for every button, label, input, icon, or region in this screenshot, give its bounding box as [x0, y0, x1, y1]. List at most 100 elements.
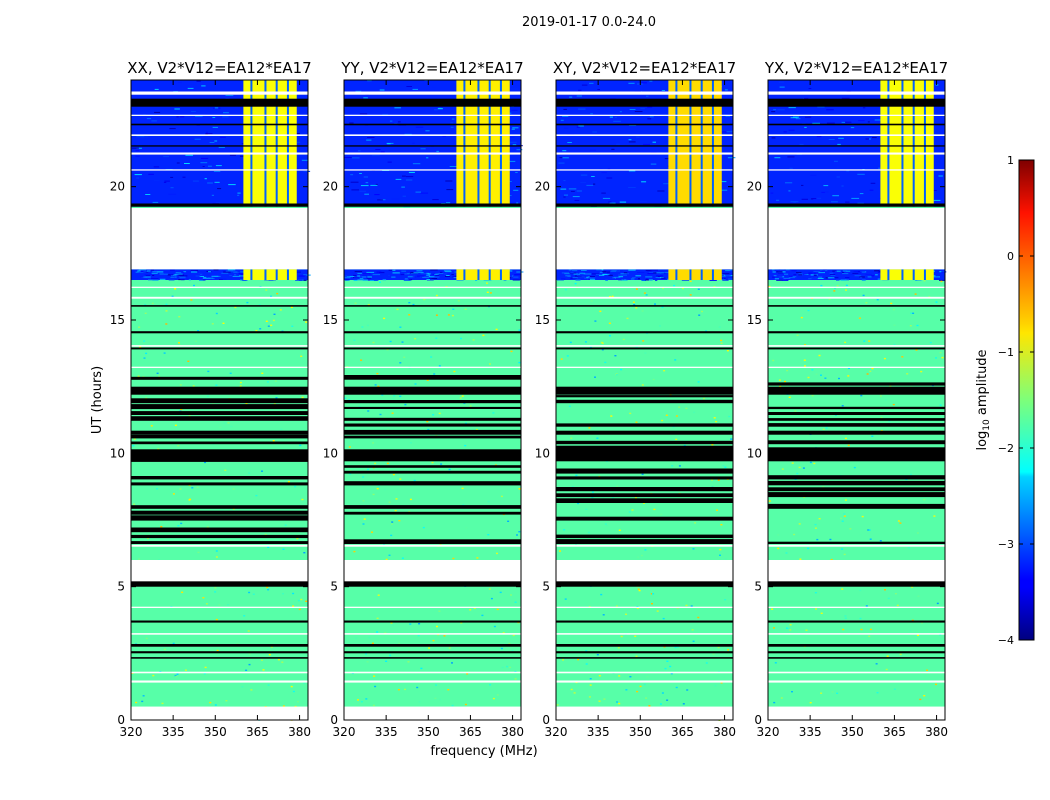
- noise-speck: [476, 557, 479, 559]
- noise-speck: [628, 511, 631, 513]
- noise-speck: [863, 340, 866, 342]
- noise-speck: [836, 279, 840, 281]
- noise-speck: [145, 194, 151, 195]
- gap-row: [344, 134, 521, 136]
- noise-speck: [773, 109, 777, 111]
- noise-speck: [222, 322, 225, 324]
- noise-speck: [388, 554, 391, 556]
- noise-speck: [362, 476, 365, 478]
- noise-speck: [628, 269, 637, 271]
- noise-speck: [589, 82, 594, 84]
- noise-speck: [674, 646, 677, 649]
- noise-speck: [195, 275, 201, 277]
- noise-speck: [841, 121, 846, 123]
- noise-speck: [362, 500, 365, 502]
- noise-speck: [436, 625, 438, 628]
- noise-speck: [892, 403, 895, 406]
- noise-speck: [578, 108, 586, 110]
- noise-speck: [382, 279, 387, 281]
- noise-speck: [921, 622, 923, 624]
- noise-speck: [843, 515, 846, 517]
- gap-row: [344, 169, 521, 171]
- noise-speck: [451, 274, 454, 276]
- noise-speck: [562, 150, 567, 152]
- rfi-band: [243, 269, 297, 280]
- noise-speck: [162, 304, 165, 306]
- noise-speck: [359, 190, 366, 192]
- noise-speck: [196, 486, 199, 488]
- noise-speck: [432, 274, 438, 275]
- noise-speck: [771, 111, 776, 113]
- noise-speck: [178, 272, 183, 274]
- noise-speck: [822, 428, 825, 430]
- noise-speck: [144, 271, 148, 273]
- noise-speck: [665, 414, 668, 416]
- noise-speck: [832, 195, 839, 197]
- noise-speck: [717, 479, 720, 481]
- noise-speck: [614, 165, 619, 167]
- noise-speck: [357, 275, 361, 277]
- noise-speck: [791, 691, 793, 693]
- noise-speck: [776, 271, 783, 273]
- blank-region: [131, 208, 308, 270]
- noise-speck: [443, 635, 446, 637]
- colorbar-label: log10 amplitude: [975, 349, 992, 450]
- gap-row: [556, 544, 733, 547]
- rfi-channel-line: [463, 269, 466, 280]
- panel-title: XY, V2*V12=EA12*EA17: [553, 59, 736, 77]
- gap-row: [131, 134, 308, 136]
- noise-speck: [834, 160, 838, 162]
- flagged-row: [556, 423, 733, 427]
- noise-speck: [354, 271, 363, 273]
- noise-speck: [395, 178, 402, 180]
- noise-speck: [509, 160, 516, 162]
- noise-speck: [717, 646, 720, 649]
- noise-speck: [938, 175, 943, 177]
- noise-speck: [415, 191, 421, 193]
- noise-speck: [884, 399, 887, 401]
- noise-speck: [845, 284, 848, 287]
- noise-speck: [783, 277, 791, 279]
- noise-speck: [656, 275, 663, 277]
- y-tick-label: 15: [747, 313, 762, 327]
- noise-speck: [587, 278, 591, 280]
- noise-speck: [153, 166, 160, 168]
- noise-speck: [290, 685, 293, 688]
- colorbar-label-sub: 10: [982, 419, 992, 431]
- noise-speck: [853, 466, 856, 469]
- noise-speck: [176, 116, 179, 118]
- noise-speck: [647, 106, 653, 108]
- noise-speck: [367, 304, 370, 306]
- noise-speck: [858, 271, 861, 272]
- noise-speck: [602, 271, 607, 273]
- noise-speck: [496, 694, 499, 696]
- noise-speck: [275, 397, 278, 399]
- noise-speck: [810, 277, 817, 279]
- noise-speck: [420, 667, 423, 670]
- noise-speck: [885, 668, 888, 671]
- noise-speck: [295, 271, 301, 273]
- noise-speck: [899, 522, 902, 524]
- noise-speck: [440, 463, 443, 465]
- noise-speck: [183, 273, 189, 275]
- noise-speck: [135, 701, 138, 704]
- noise-speck: [303, 682, 306, 684]
- noise-speck: [139, 346, 142, 348]
- noise-speck: [143, 340, 146, 342]
- noise-speck: [778, 379, 781, 381]
- gap-row: [344, 606, 521, 608]
- noise-speck: [642, 340, 645, 342]
- noise-speck: [394, 509, 397, 512]
- noise-speck: [715, 420, 718, 423]
- noise-speck: [777, 272, 783, 274]
- noise-speck: [776, 199, 780, 201]
- noise-speck: [556, 704, 559, 706]
- x-tick-label: 380: [501, 725, 524, 739]
- noise-speck: [388, 275, 390, 276]
- gap-row: [131, 286, 308, 288]
- gap-row: [768, 345, 945, 347]
- noise-speck: [367, 80, 372, 82]
- noise-speck: [635, 655, 638, 657]
- noise-speck: [192, 180, 199, 182]
